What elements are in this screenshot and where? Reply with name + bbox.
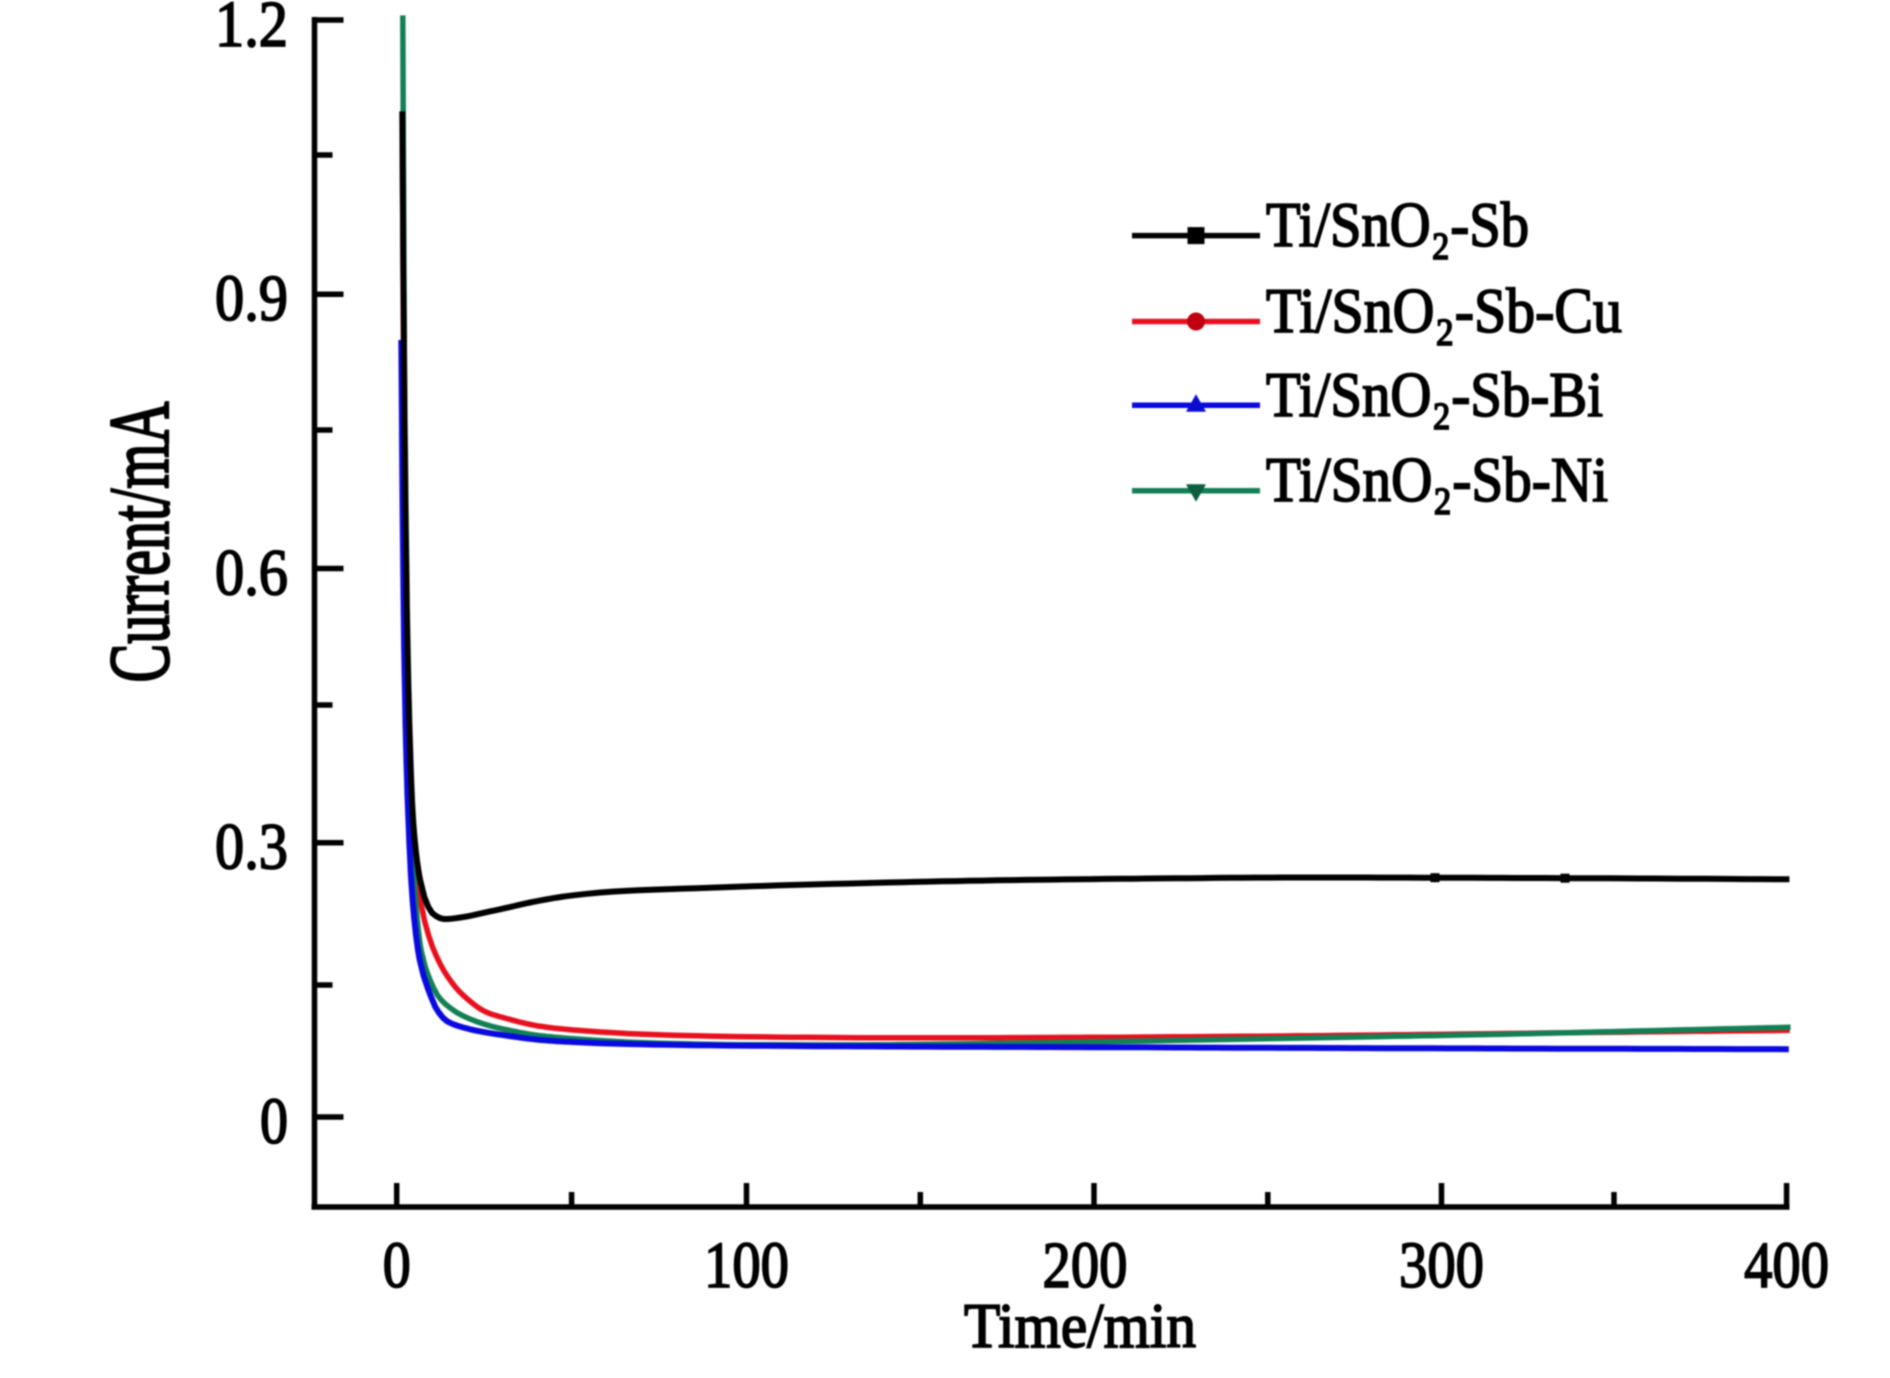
svg-text:Ti/SnO₂-Sb-Bi: Ti/SnO₂-Sb-Bi <box>1266 359 1603 430</box>
svg-text:Ti/SnO₂-Sb-Cu: Ti/SnO₂-Sb-Cu <box>1266 275 1622 346</box>
svg-text:Current/mA: Current/mA <box>92 402 187 683</box>
svg-text:0.9: 0.9 <box>215 262 288 335</box>
svg-text:0.6: 0.6 <box>215 537 288 610</box>
svg-text:0: 0 <box>383 1229 411 1302</box>
svg-text:Ti/SnO₂-Sb: Ti/SnO₂-Sb <box>1266 189 1529 260</box>
svg-text:Time/min: Time/min <box>964 1290 1196 1361</box>
svg-text:Ti/SnO₂-Sb-Ni: Ti/SnO₂-Sb-Ni <box>1266 444 1608 515</box>
svg-text:0: 0 <box>260 1085 288 1158</box>
svg-text:100: 100 <box>704 1229 789 1302</box>
svg-text:1.2: 1.2 <box>215 0 288 61</box>
svg-text:0.3: 0.3 <box>215 811 288 884</box>
svg-text:400: 400 <box>1744 1229 1829 1302</box>
svg-text:200: 200 <box>1043 1229 1128 1302</box>
svg-text:300: 300 <box>1399 1229 1484 1302</box>
